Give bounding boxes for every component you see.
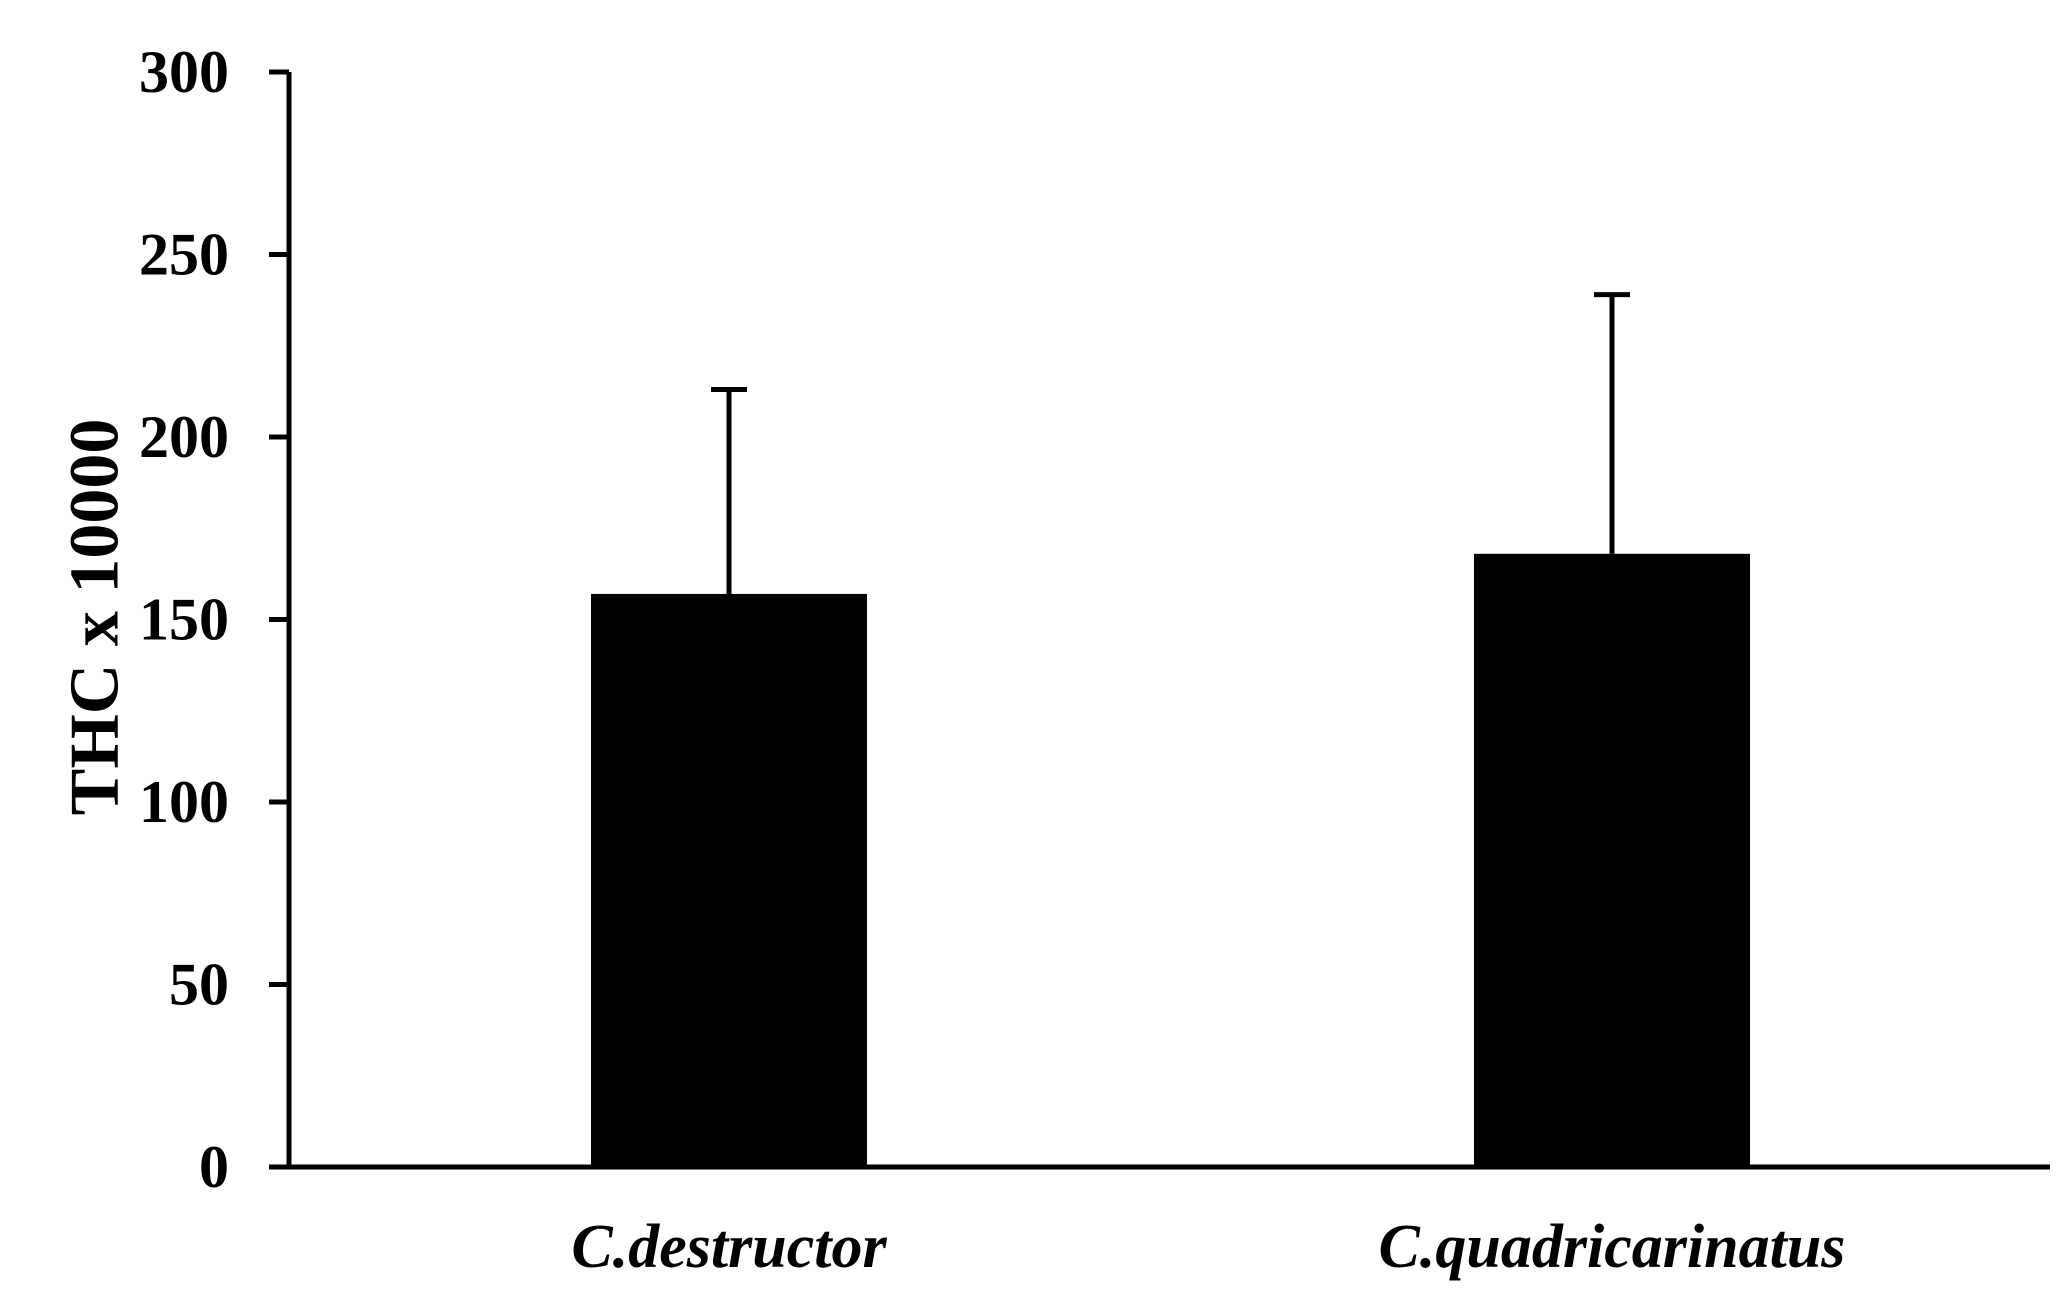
bars: [591, 553, 1750, 1167]
category-labels: C.destructor C.quadricarinatus: [571, 1213, 1845, 1281]
y-tick-label: 50: [169, 952, 229, 1018]
y-axis-ticks: 0 50 100 150 200 250 300: [139, 39, 289, 1200]
bar: [591, 593, 867, 1167]
x-category-label: C.destructor: [571, 1213, 887, 1281]
y-tick-label: 200: [139, 404, 229, 470]
y-axis-title: THC x 10000: [57, 419, 134, 816]
y-tick-label: 250: [139, 222, 229, 288]
y-tick-label: 0: [199, 1134, 229, 1200]
y-tick-label: 100: [139, 769, 229, 835]
y-tick-label: 150: [139, 587, 229, 653]
bar: [1474, 553, 1750, 1167]
x-category-label: C.quadricarinatus: [1379, 1213, 1846, 1281]
error-bars: [711, 292, 1630, 594]
y-tick-label: 300: [139, 39, 229, 105]
